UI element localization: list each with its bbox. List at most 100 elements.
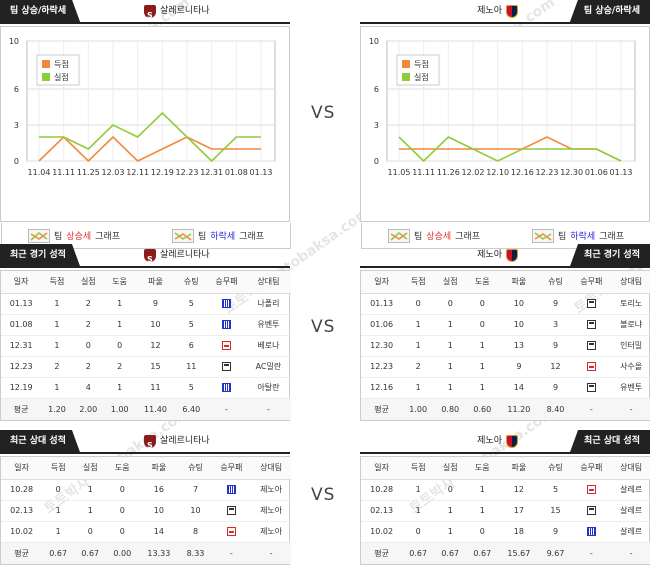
left-h2h-panel: 최근 상대 성적 살레르니타나 일자득점실점도움파울슈팅승무패상대팀10.280… bbox=[0, 430, 291, 565]
genoa-crest-icon bbox=[506, 4, 518, 18]
table-cell: 1 bbox=[103, 293, 136, 315]
left-trend-header: 팀 상승/하락세 살레르니타나 bbox=[0, 0, 290, 27]
x-tick-label: 12.02 bbox=[462, 168, 485, 177]
table-cell: 12.16 bbox=[361, 377, 403, 399]
y-tick-label: 10 bbox=[9, 37, 19, 46]
table-cell: 10 bbox=[498, 293, 540, 315]
table-cell: 12 bbox=[135, 335, 176, 357]
win-icon bbox=[586, 527, 596, 536]
table-cell: 5 bbox=[175, 293, 207, 315]
result-cell bbox=[571, 356, 612, 378]
team-word: 팀 bbox=[414, 232, 423, 242]
y-tick-label: 6 bbox=[14, 85, 19, 94]
table-cell: 유벤투 bbox=[245, 314, 291, 336]
table-cell: 01.06 bbox=[361, 314, 403, 336]
table-cell: 유벤투 bbox=[611, 377, 650, 399]
left-team-label: 살레르니타나 bbox=[144, 244, 210, 271]
draw-icon bbox=[586, 320, 596, 329]
table-cell: 1 bbox=[402, 314, 435, 336]
table-cell: 12.23 bbox=[1, 356, 42, 378]
recent-tag: 최근 경기 성적 bbox=[570, 244, 650, 266]
up-trend-legend[interactable]: 팀 상승세 그래프 bbox=[28, 228, 120, 243]
table-cell: 아탈란 bbox=[245, 377, 291, 399]
x-tick-label: 12.31 bbox=[200, 168, 223, 177]
result-cell bbox=[206, 314, 246, 336]
y-tick-label: 6 bbox=[374, 85, 379, 94]
loss-icon bbox=[226, 527, 236, 536]
column-header: 슈팅 bbox=[175, 271, 207, 294]
average-cell: - bbox=[571, 398, 612, 420]
right-team-name: 제노아 bbox=[477, 436, 502, 446]
column-header: 승무패 bbox=[571, 457, 612, 480]
average-cell: - bbox=[245, 398, 291, 420]
draw-icon bbox=[221, 362, 231, 371]
column-header: 상대팀 bbox=[251, 457, 291, 480]
table-cell: 제노아 bbox=[251, 500, 291, 522]
table-row: 12.16 1 1 1 14 9 유벤투 bbox=[361, 377, 650, 399]
table-cell: 11 bbox=[175, 356, 207, 378]
average-cell: - bbox=[611, 542, 650, 564]
left-recent-header: 최근 경기 성적 살레르니타나 bbox=[0, 244, 290, 271]
table-cell: 10.28 bbox=[1, 479, 43, 501]
table-cell: 1 bbox=[402, 479, 435, 501]
table-cell: 15 bbox=[135, 356, 176, 378]
x-tick-label: 12.03 bbox=[102, 168, 125, 177]
salernitana-crest-icon bbox=[144, 248, 156, 271]
column-header: 슈팅 bbox=[539, 457, 572, 480]
down-trend-legend[interactable]: 팀 하락세 그래프 bbox=[172, 228, 264, 243]
loss-icon bbox=[586, 485, 596, 494]
table-row: 12.31 1 0 0 12 6 베로나 bbox=[1, 335, 291, 357]
average-cell: 0.67 bbox=[74, 542, 107, 564]
right-line-chart: 0 3 6 10 11.05 11.11 11.26 12.02 12.10 12.16 12.23… bbox=[369, 37, 636, 177]
average-cell: 6.40 bbox=[175, 398, 207, 420]
average-cell: - bbox=[206, 398, 246, 420]
down-word: 하락세 bbox=[570, 232, 596, 242]
table-row: 12.23 2 2 2 15 11 AC밀란 bbox=[1, 356, 291, 378]
table-cell: 1 bbox=[41, 293, 73, 315]
result-cell bbox=[206, 293, 246, 315]
average-row: 평균 1.20 2.00 1.00 11.40 6.40- - bbox=[1, 398, 291, 420]
down-trend-legend[interactable]: 팀 하락세 그래프 bbox=[532, 228, 624, 243]
average-cell: 0.60 bbox=[466, 398, 499, 420]
x-tick-label: 01.13 bbox=[610, 168, 633, 177]
table-cell: 1 bbox=[103, 377, 136, 399]
average-cell: 15.67 bbox=[498, 542, 540, 564]
average-cell: - bbox=[251, 542, 291, 564]
loss-icon bbox=[221, 341, 231, 350]
table-row: 10.28 1 0 1 12 5 살레르 bbox=[361, 479, 650, 501]
up-trend-legend[interactable]: 팀 상승세 그래프 bbox=[388, 228, 480, 243]
up-trend-icon bbox=[28, 228, 51, 243]
left-h2h-table: 일자 득점 실점 도움 파울 슈팅 승무패 상대팀 10.28 0 1 0 16 7 제노아 02.13 1 1 0… bbox=[1, 457, 291, 564]
result-cell bbox=[206, 377, 246, 399]
table-cell: 0 bbox=[434, 479, 467, 501]
table-cell: 0 bbox=[466, 293, 499, 315]
table-cell: 0 bbox=[106, 521, 139, 543]
table-row: 02.13 1 1 1 17 15 살레르 bbox=[361, 500, 650, 522]
average-row: 평균 0.67 0.67 0.67 15.67 9.67- - bbox=[361, 542, 650, 564]
left-line-chart: 0 3 6 10 11.04 11.11 11.25 12.03 12.11 12.19 12.23… bbox=[9, 37, 276, 177]
left-team-name: 살레르니타나 bbox=[160, 6, 210, 16]
table-cell: 0 bbox=[103, 335, 136, 357]
graph-word: 그래프 bbox=[239, 232, 264, 242]
table-cell: 1 bbox=[74, 500, 107, 522]
table-cell: 4 bbox=[72, 377, 104, 399]
table-cell: 12.23 bbox=[361, 356, 403, 378]
table-cell: 1 bbox=[41, 335, 73, 357]
table-cell: 1 bbox=[466, 356, 499, 378]
column-header: 득점 bbox=[41, 271, 73, 294]
y-tick-label: 3 bbox=[374, 121, 379, 130]
table-cell: 1 bbox=[466, 335, 499, 357]
table-cell: 제노아 bbox=[251, 521, 291, 543]
result-cell bbox=[571, 479, 612, 501]
right-h2h-table: 일자 득점 실점 도움 파울 슈팅 승무패 상대팀 10.28 1 0 1 12 5 살레르 02.13 1 1 1… bbox=[361, 457, 650, 564]
left-team-name: 살레르니타나 bbox=[160, 436, 210, 446]
table-cell: 0 bbox=[106, 479, 139, 501]
up-word: 상승세 bbox=[426, 232, 452, 242]
result-cell bbox=[571, 521, 612, 543]
draw-icon bbox=[586, 341, 596, 350]
table-cell: 살레르 bbox=[611, 500, 650, 522]
result-cell bbox=[571, 335, 612, 357]
h2h-tag: 최근 상대 성적 bbox=[0, 430, 80, 452]
table-cell: 0 bbox=[74, 521, 107, 543]
x-tick-label: 11.25 bbox=[77, 168, 100, 177]
